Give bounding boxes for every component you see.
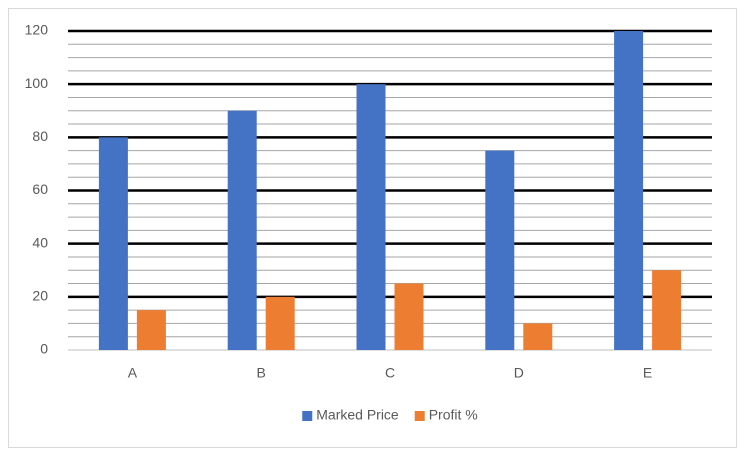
bar — [523, 323, 553, 350]
bar — [356, 84, 386, 351]
legend-swatch — [302, 411, 313, 421]
y-tick-label: 20 — [32, 288, 48, 304]
y-tick-label: 100 — [25, 75, 49, 91]
y-tick-label: 120 — [25, 22, 49, 38]
y-tick-label: 0 — [40, 341, 48, 357]
bar — [394, 283, 424, 350]
y-tick-label: 60 — [32, 181, 48, 197]
bar — [485, 150, 515, 350]
bar — [136, 310, 166, 350]
y-tick-label: 40 — [32, 234, 48, 250]
x-tick-label: C — [385, 365, 395, 381]
bar — [652, 270, 682, 350]
x-tick-label: D — [514, 365, 524, 381]
legend-label: Marked Price — [316, 407, 399, 423]
x-tick-label: A — [128, 365, 138, 381]
bar — [614, 31, 644, 350]
x-tick-label: B — [257, 365, 266, 381]
bar — [98, 137, 128, 350]
legend-label: Profit % — [429, 407, 478, 423]
x-tick-label: E — [643, 365, 652, 381]
bar — [227, 110, 257, 350]
y-tick-label: 80 — [32, 128, 48, 144]
bar — [265, 296, 295, 350]
legend-swatch — [414, 411, 425, 421]
